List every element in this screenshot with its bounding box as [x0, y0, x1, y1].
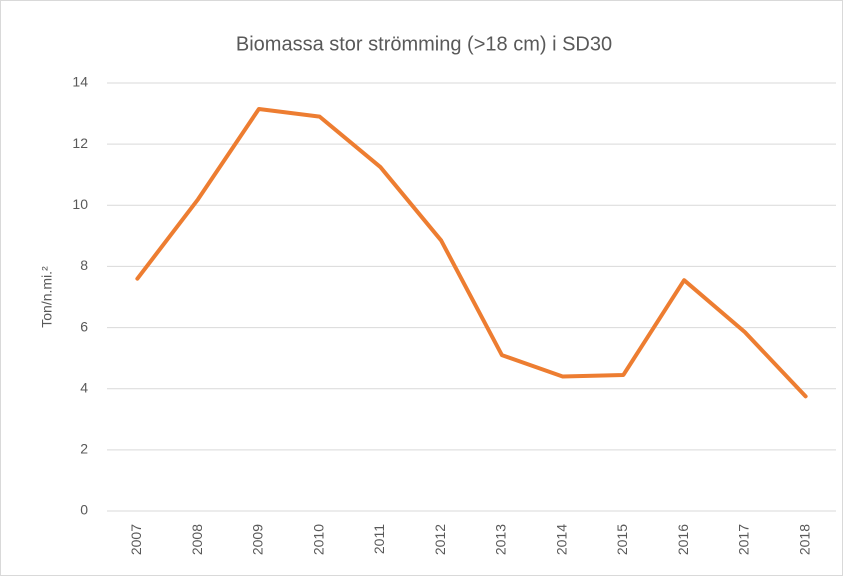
x-tick-label: 2016 — [675, 524, 691, 555]
y-tick-label: 4 — [80, 379, 88, 395]
data-line — [135, 106, 808, 399]
y-tick-label: 2 — [80, 441, 88, 457]
x-tick-label: 2011 — [371, 524, 387, 554]
x-tick-label: 2013 — [493, 524, 509, 555]
x-tick-label: 2014 — [553, 524, 569, 555]
y-tick-label: 12 — [72, 135, 88, 151]
x-tick-label: 2018 — [796, 524, 812, 555]
y-axis-label: Ton/n.mi.² — [39, 266, 55, 328]
x-tick-label: 2007 — [128, 524, 144, 555]
y-tick-label: 14 — [72, 74, 88, 90]
y-tick-label: 8 — [80, 257, 88, 273]
y-tick-label: 0 — [80, 502, 88, 518]
x-tick-label: 2012 — [432, 524, 448, 555]
x-tick-label: 2010 — [310, 524, 326, 555]
chart-title: Biomassa stor strömming (>18 cm) i SD30 — [236, 33, 612, 55]
x-tick-label: 2008 — [189, 524, 205, 555]
y-tick-label: 6 — [80, 318, 88, 334]
x-tick-label: 2017 — [736, 524, 752, 555]
x-tick-label: 2015 — [614, 524, 630, 555]
y-tick-label: 10 — [72, 196, 88, 212]
x-tick-label: 2009 — [250, 524, 266, 555]
